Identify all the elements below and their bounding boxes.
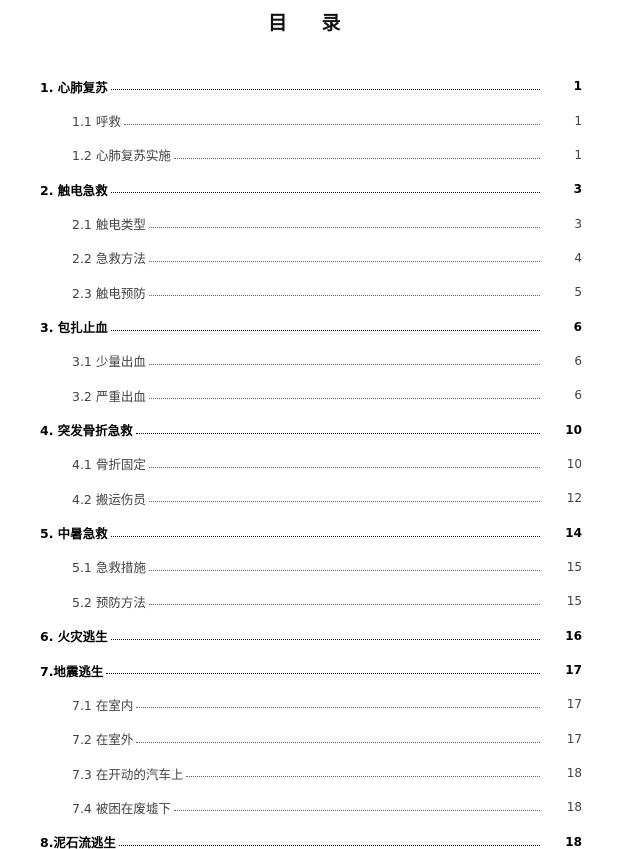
toc-entry-label: 3.1 少量出血 [72, 354, 146, 370]
toc-entry-label: 7.地震逃生 [40, 663, 104, 679]
toc-section-entry[interactable]: 3.2 严重出血 6 [0, 378, 623, 412]
dot-leader [123, 123, 540, 125]
toc-page-number: 1 [574, 147, 582, 162]
toc-page-number: 6 [574, 353, 582, 368]
toc-page-number: 1 [573, 79, 582, 94]
toc-entry-label: 7.1 在室内 [72, 697, 134, 713]
toc-chapter-entry[interactable]: 3. 包扎止血 6 [0, 309, 623, 343]
toc-chapter-entry[interactable]: 6. 火灾逃生 16 [0, 619, 623, 653]
toc-entry-label: 5. 中暑急救 [40, 526, 108, 542]
toc-entry-label: 3.2 严重出血 [72, 388, 146, 404]
dot-leader [173, 810, 540, 812]
toc-page-number: 16 [565, 628, 582, 643]
toc-page-number: 4 [574, 250, 582, 265]
dot-leader [135, 432, 540, 434]
dot-leader [110, 89, 540, 91]
dot-leader [118, 844, 540, 846]
toc-chapter-entry[interactable]: 5. 中暑急救 14 [0, 515, 623, 549]
toc-section-entry[interactable]: 7.2 在室外 17 [0, 722, 623, 756]
dot-leader [148, 226, 540, 228]
toc-section-entry[interactable]: 5.2 预防方法 15 [0, 584, 623, 618]
toc-section-entry[interactable]: 2.1 触电类型 3 [0, 206, 623, 240]
toc-page-number: 3 [573, 182, 582, 197]
toc-entry-label: 1.1 呼救 [72, 114, 121, 130]
toc-page-number: 10 [565, 422, 582, 437]
toc-entry-label: 2.2 急救方法 [72, 251, 146, 267]
toc-section-entry[interactable]: 4.2 搬运伤员 12 [0, 481, 623, 515]
toc-chapter-entry[interactable]: 7.地震逃生 17 [0, 653, 623, 687]
toc-page-number: 10 [566, 456, 582, 471]
dot-leader [110, 535, 540, 537]
toc-page-number: 6 [574, 388, 582, 403]
dot-leader [110, 638, 540, 640]
toc-section-entry[interactable]: 7.1 在室内 17 [0, 687, 623, 721]
dot-leader [148, 466, 540, 468]
toc-chapter-entry[interactable]: 4. 突发骨折急救 10 [0, 412, 623, 446]
toc-page-number: 6 [573, 319, 582, 334]
dot-leader [148, 295, 540, 297]
dot-leader [148, 604, 540, 606]
dot-leader [106, 673, 540, 675]
toc-entry-label: 7.3 在开动的汽车上 [72, 766, 184, 782]
toc-chapter-entry[interactable]: 2. 触电急救 3 [0, 172, 623, 206]
toc-entry-label: 6. 火灾逃生 [40, 629, 108, 645]
dot-leader [110, 329, 540, 331]
toc-entry-label: 4.1 骨折固定 [72, 457, 146, 473]
toc-page-number: 14 [565, 525, 582, 540]
toc-section-entry[interactable]: 1.1 呼救 1 [0, 103, 623, 137]
toc-page-number: 17 [566, 731, 582, 746]
dot-leader [148, 363, 540, 365]
toc-entry-label: 1.2 心肺复苏实施 [72, 148, 171, 164]
toc-page-number: 15 [566, 594, 582, 609]
dot-leader [148, 569, 540, 571]
toc-section-entry[interactable]: 7.4 被困在废墟下 18 [0, 790, 623, 824]
toc-entry-label: 8.泥石流逃生 [40, 835, 116, 849]
toc-entry-label: 2.3 触电预防 [72, 285, 146, 301]
toc-entry-label: 4.2 搬运伤员 [72, 491, 146, 507]
toc-section-entry[interactable]: 2.3 触电预防 5 [0, 275, 623, 309]
toc-entry-label: 2.1 触电类型 [72, 217, 146, 233]
toc-section-entry[interactable]: 7.3 在开动的汽车上 18 [0, 756, 623, 790]
dot-leader [148, 260, 540, 262]
toc-chapter-entry[interactable]: 8.泥石流逃生 18 [0, 825, 623, 849]
toc-entry-label: 7.4 被困在废墟下 [72, 800, 171, 816]
toc-section-entry[interactable]: 1.2 心肺复苏实施 1 [0, 138, 623, 172]
toc-section-entry[interactable]: 2.2 急救方法 4 [0, 241, 623, 275]
dot-leader [136, 707, 540, 709]
toc-entry-label: 1. 心肺复苏 [40, 79, 108, 95]
toc-page-number: 18 [566, 800, 582, 815]
toc-entry-label: 7.2 在室外 [72, 732, 134, 748]
dot-leader [148, 501, 540, 503]
toc-entry-label: 5.1 急救措施 [72, 560, 146, 576]
toc-page-number: 17 [565, 663, 582, 678]
toc-page-number: 17 [566, 697, 582, 712]
toc-entry-label: 4. 突发骨折急救 [40, 423, 133, 439]
toc-entry-label: 5.2 预防方法 [72, 594, 146, 610]
toc-page-number: 5 [574, 285, 582, 300]
dot-leader [148, 398, 540, 400]
toc-page-number: 15 [566, 559, 582, 574]
toc-page-number: 18 [565, 834, 582, 849]
toc-page-number: 1 [574, 113, 582, 128]
toc-page-number: 18 [566, 766, 582, 781]
toc-chapter-entry[interactable]: 1. 心肺复苏 1 [0, 69, 623, 103]
dot-leader [136, 741, 540, 743]
toc-entry-label: 3. 包扎止血 [40, 320, 108, 336]
page-title: 目 录 [268, 12, 355, 34]
table-of-contents: 1. 心肺复苏 1 1.1 呼救 1 1.2 心肺复苏实施 1 2. 触电急救 3 2.1 触电… [0, 69, 623, 849]
dot-leader [110, 192, 540, 194]
toc-entry-label: 2. 触电急救 [40, 182, 108, 198]
toc-page-number: 3 [574, 216, 582, 231]
dot-leader [173, 157, 540, 159]
toc-section-entry[interactable]: 4.1 骨折固定 10 [0, 447, 623, 481]
toc-page-number: 12 [566, 491, 582, 506]
toc-section-entry[interactable]: 3.1 少量出血 6 [0, 344, 623, 378]
toc-section-entry[interactable]: 5.1 急救措施 15 [0, 550, 623, 584]
dot-leader [186, 776, 540, 778]
